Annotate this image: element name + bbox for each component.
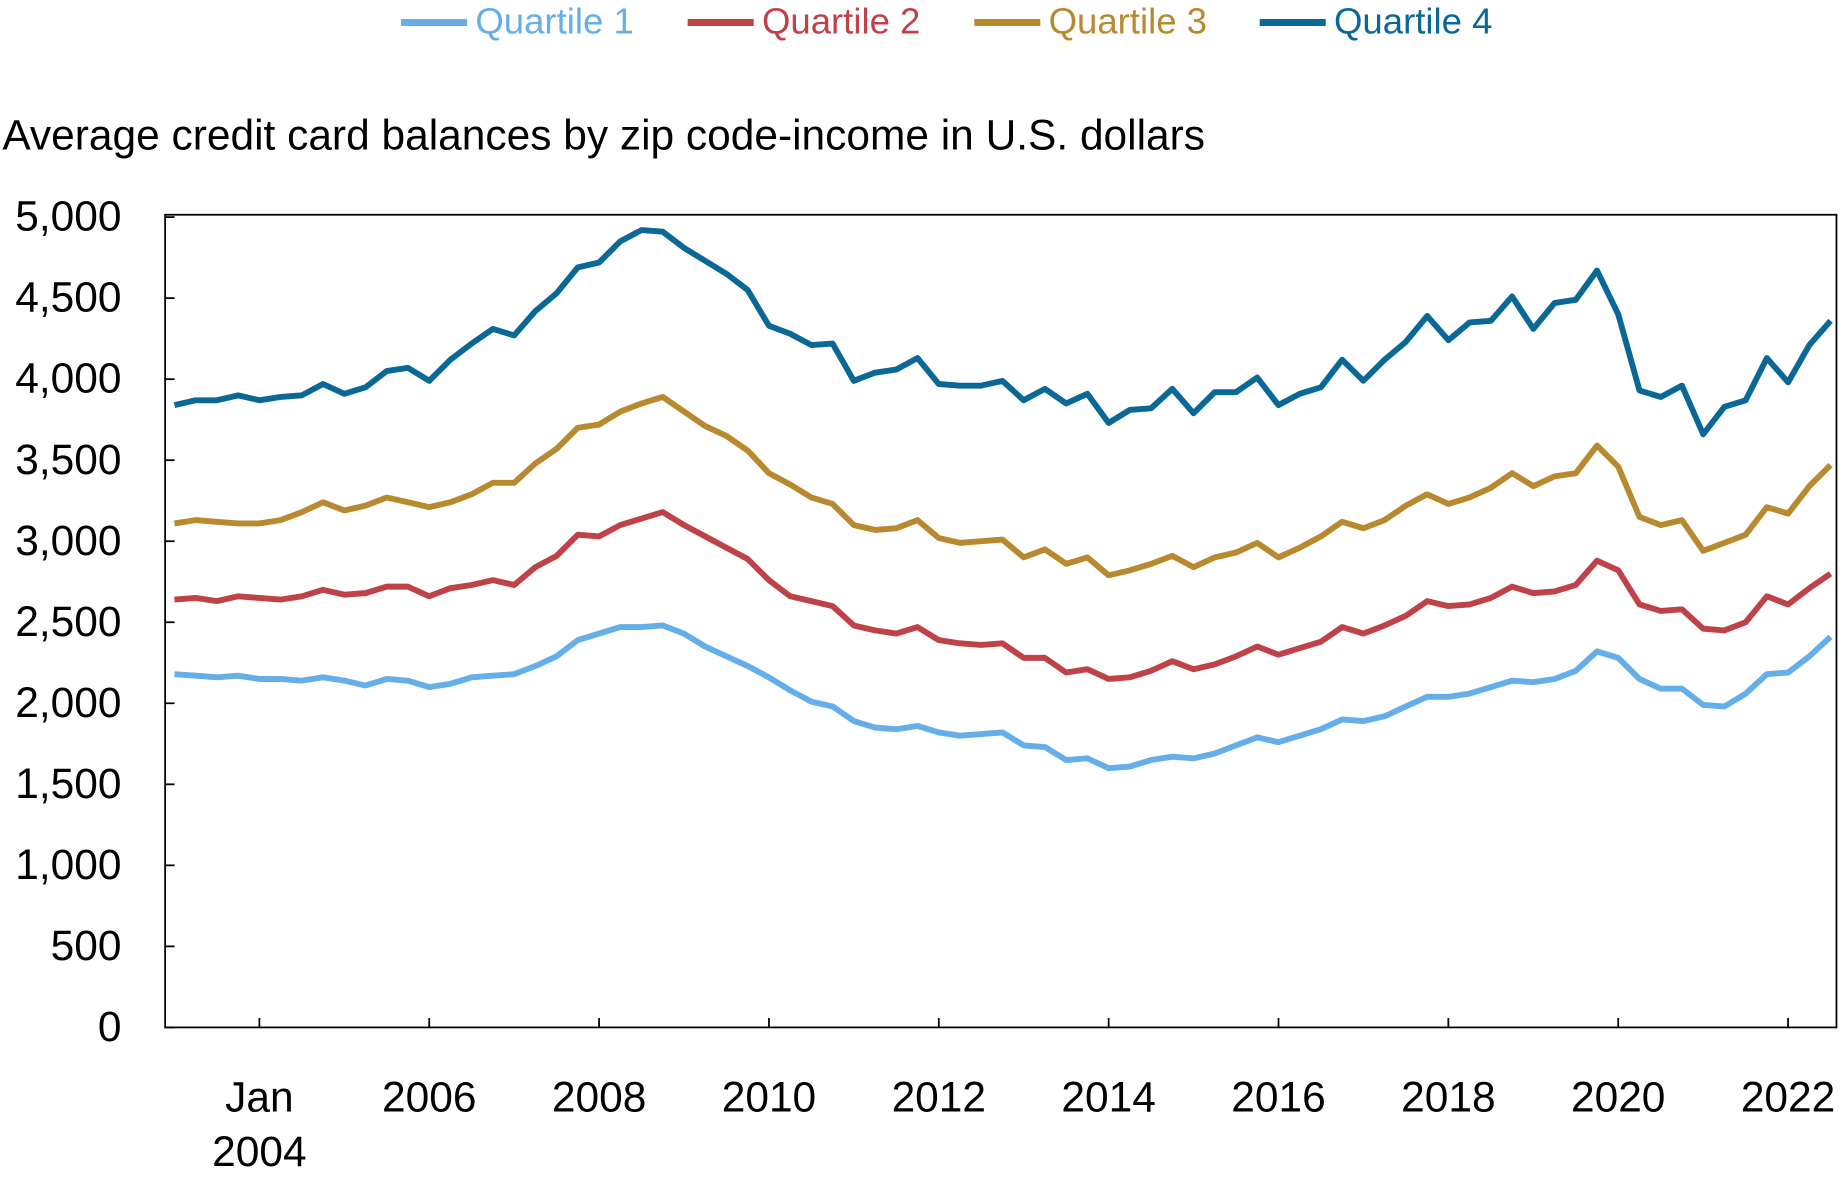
legend-label: Quartile 2 — [762, 0, 920, 41]
y-tick-label: 3,500 — [15, 436, 121, 483]
x-tick-label: 2022 — [1741, 1074, 1835, 1121]
legend-label: Quartile 4 — [1334, 0, 1492, 41]
series-line — [173, 227, 1833, 438]
chart-title: Average credit card balances by zip code… — [2, 111, 1205, 158]
x-tick-label: 2006 — [382, 1074, 476, 1121]
x-tick-label: 2008 — [552, 1074, 646, 1121]
y-tick-label: 0 — [98, 1003, 122, 1050]
series-line — [174, 622, 1833, 772]
y-tick-label: 5,000 — [15, 193, 121, 240]
y-tick-label: 2,500 — [15, 598, 121, 645]
y-tick-label: 1,500 — [15, 760, 121, 807]
x-tick-label: 2014 — [1061, 1074, 1155, 1121]
y-tick-label: 3,000 — [15, 517, 121, 564]
legend-label: Quartile 3 — [1049, 0, 1207, 41]
x-tick-label: 2012 — [892, 1074, 986, 1121]
x-tick-label: 2016 — [1231, 1074, 1325, 1121]
x-tick-label: 2020 — [1571, 1074, 1665, 1121]
y-tick-label: 1,000 — [15, 841, 121, 888]
y-tick-label: 4,500 — [15, 274, 121, 321]
y-tick-label: 500 — [51, 922, 122, 969]
y-tick-label: 4,000 — [15, 355, 121, 402]
x-tick-label: 2018 — [1401, 1074, 1495, 1121]
plot-frame — [164, 213, 1838, 1029]
x-tick-label: 2010 — [722, 1074, 816, 1121]
x-tick-label: Jan 2004 — [212, 1074, 306, 1175]
series-line — [173, 394, 1833, 579]
y-tick-label: 2,000 — [15, 679, 121, 726]
series-line — [174, 509, 1833, 682]
legend-label: Quartile 1 — [475, 0, 633, 41]
